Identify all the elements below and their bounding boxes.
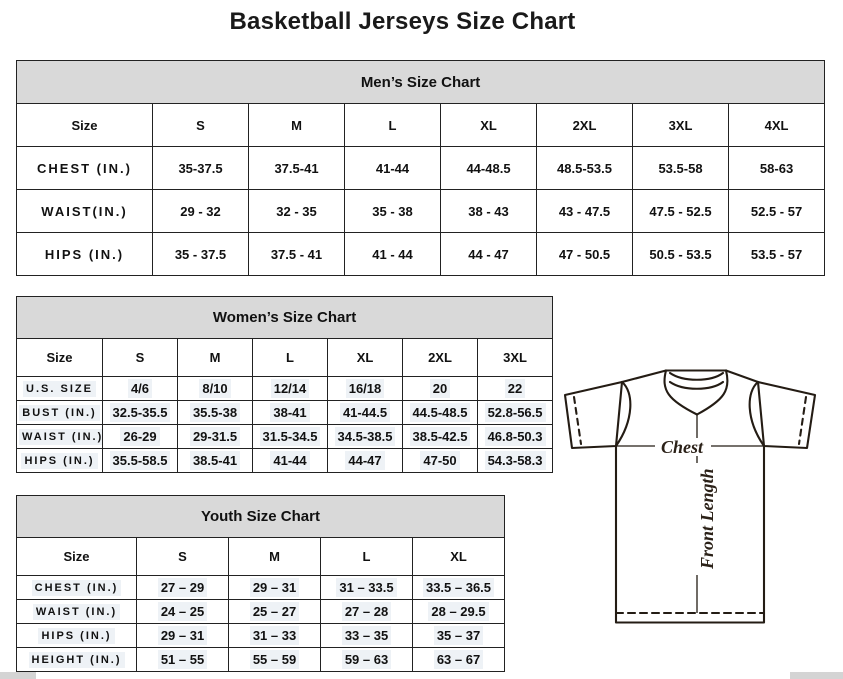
svg-text:Chest: Chest (661, 437, 704, 457)
svg-text:Front Length: Front Length (697, 468, 717, 570)
